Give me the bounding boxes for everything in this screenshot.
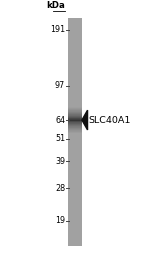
Bar bbox=[68, 120, 82, 121]
Bar bbox=[68, 127, 82, 128]
Bar bbox=[68, 107, 82, 108]
Bar bbox=[68, 116, 82, 117]
Bar bbox=[68, 132, 82, 133]
Text: 64: 64 bbox=[55, 115, 65, 125]
Bar bbox=[68, 109, 82, 110]
Bar bbox=[68, 130, 82, 131]
Bar bbox=[68, 122, 82, 123]
Bar bbox=[68, 111, 82, 112]
Bar bbox=[68, 108, 82, 109]
Text: 39: 39 bbox=[55, 156, 65, 166]
Bar bbox=[68, 113, 82, 114]
Bar bbox=[68, 123, 82, 124]
Bar bbox=[68, 125, 82, 126]
Polygon shape bbox=[82, 110, 88, 130]
Text: 19: 19 bbox=[55, 216, 65, 225]
Bar bbox=[68, 129, 82, 130]
Bar bbox=[68, 115, 82, 116]
Text: kDa: kDa bbox=[46, 1, 65, 10]
Bar bbox=[68, 18, 82, 246]
Text: 51: 51 bbox=[55, 134, 65, 143]
Bar bbox=[68, 121, 82, 122]
Bar bbox=[68, 128, 82, 129]
Bar bbox=[68, 114, 82, 115]
Bar bbox=[68, 126, 82, 127]
Text: 191: 191 bbox=[50, 25, 65, 34]
Text: SLC40A1: SLC40A1 bbox=[89, 115, 131, 125]
Bar bbox=[68, 112, 82, 113]
Bar bbox=[68, 124, 82, 125]
Bar bbox=[68, 117, 82, 118]
Text: 97: 97 bbox=[55, 81, 65, 90]
Bar bbox=[68, 131, 82, 132]
Bar bbox=[68, 118, 82, 119]
Bar bbox=[68, 110, 82, 111]
Bar bbox=[68, 119, 82, 120]
Text: 28: 28 bbox=[55, 184, 65, 193]
